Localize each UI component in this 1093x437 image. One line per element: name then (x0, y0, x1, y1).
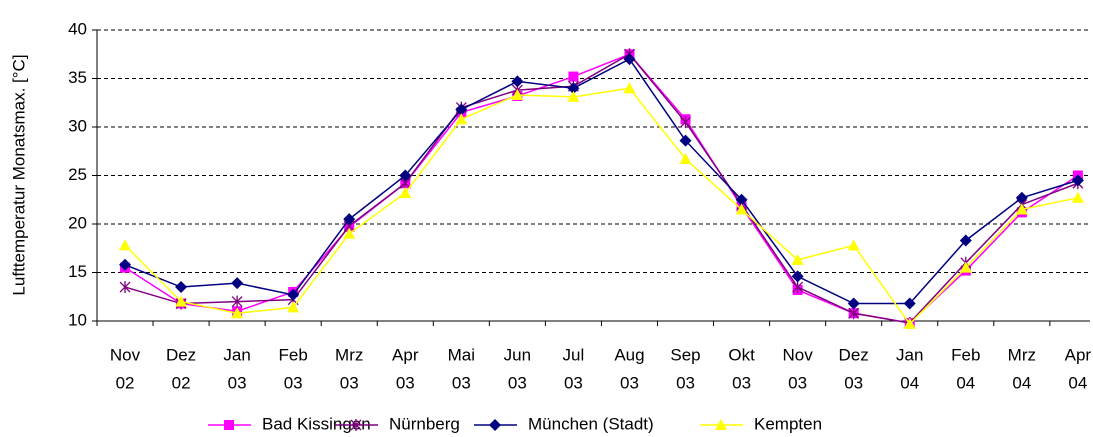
x-tick-label: 03 (452, 373, 471, 392)
series-line (124, 58, 1079, 305)
marker (959, 234, 972, 247)
marker (287, 301, 300, 313)
marker (715, 419, 727, 430)
x-tick-label: Jan (896, 345, 923, 364)
marker (679, 153, 692, 165)
x-tick-label: Apr (392, 345, 419, 364)
marker (455, 103, 468, 116)
marker (679, 134, 692, 147)
x-tick-label: 03 (844, 373, 863, 392)
marker (903, 317, 916, 329)
marker (343, 227, 356, 239)
series-line (124, 53, 1079, 324)
marker (959, 261, 972, 273)
series-line (124, 87, 1079, 326)
marker (792, 281, 804, 294)
marker (224, 420, 234, 430)
marker (119, 239, 132, 251)
y-axis-label: Lufttemperatur Monatsmax. [°C] (9, 54, 28, 295)
marker (455, 113, 468, 125)
x-tick-label: 03 (732, 373, 751, 392)
x-tick-label: Mai (448, 345, 475, 364)
marker (1015, 203, 1028, 215)
y-tick-label: 30 (68, 116, 87, 135)
marker (343, 213, 356, 226)
marker (791, 270, 804, 283)
marker (231, 277, 244, 290)
marker (119, 258, 132, 271)
marker (567, 82, 580, 95)
x-tick-label: 04 (956, 373, 975, 392)
marker (175, 295, 188, 307)
legend-label: Nürnberg (389, 414, 460, 433)
marker (231, 295, 243, 308)
marker (623, 53, 636, 66)
marker (847, 239, 860, 251)
marker (623, 82, 636, 94)
x-tick-label: Mrz (1008, 345, 1036, 364)
x-tick-label: Feb (951, 345, 980, 364)
x-tick-label: 02 (172, 373, 191, 392)
marker (231, 307, 244, 319)
marker (567, 90, 580, 102)
marker (119, 281, 131, 294)
legend-label: München (Stadt) (528, 414, 654, 433)
marker (175, 281, 188, 294)
marker (1071, 174, 1084, 187)
x-tick-label: 03 (228, 373, 247, 392)
x-tick-label: Jul (563, 345, 585, 364)
marker (350, 419, 362, 431)
x-tick-label: 03 (788, 373, 807, 392)
legend-label: Bad Kissingen (262, 414, 371, 433)
marker (511, 88, 524, 100)
marker (399, 169, 412, 182)
y-tick-label: 35 (68, 68, 87, 87)
marker (1071, 191, 1084, 203)
marker (735, 203, 748, 215)
y-tick-label: 25 (68, 165, 87, 184)
y-tick-label: 10 (68, 310, 87, 329)
y-tick-label: 20 (68, 213, 87, 232)
x-tick-label: 03 (620, 373, 639, 392)
x-tick-label: 03 (508, 373, 527, 392)
marker (791, 253, 804, 265)
x-tick-label: 04 (1012, 373, 1031, 392)
legend-label: Kempten (754, 414, 822, 433)
x-tick-label: Feb (279, 345, 308, 364)
x-tick-label: 02 (116, 373, 135, 392)
marker (287, 288, 300, 301)
x-tick-label: Nov (110, 345, 141, 364)
marker (489, 419, 501, 431)
x-tick-label: Aug (614, 345, 644, 364)
x-tick-label: Jan (223, 345, 250, 364)
x-tick-label: 03 (396, 373, 415, 392)
marker (511, 75, 524, 88)
marker (568, 71, 579, 82)
x-tick-label: 04 (900, 373, 919, 392)
y-tick-label: 15 (68, 262, 87, 281)
x-tick-label: Apr (1065, 345, 1092, 364)
x-tick-label: 04 (1068, 373, 1087, 392)
marker (847, 297, 860, 310)
marker (680, 116, 691, 129)
marker (1015, 191, 1028, 204)
x-tick-label: Jun (504, 345, 531, 364)
x-tick-label: 03 (564, 373, 583, 392)
y-tick-label: 40 (68, 19, 87, 38)
x-tick-label: 03 (676, 373, 695, 392)
series-line (124, 53, 1079, 324)
x-tick-label: Mrz (335, 345, 363, 364)
x-tick-label: Dez (839, 345, 869, 364)
x-tick-label: Nov (783, 345, 814, 364)
x-tick-label: Dez (166, 345, 196, 364)
marker (903, 297, 916, 310)
marker (735, 193, 748, 206)
marker (399, 186, 412, 198)
x-tick-label: Sep (670, 345, 700, 364)
x-tick-label: 03 (340, 373, 359, 392)
x-tick-label: Okt (728, 345, 755, 364)
x-tick-label: 03 (284, 373, 303, 392)
